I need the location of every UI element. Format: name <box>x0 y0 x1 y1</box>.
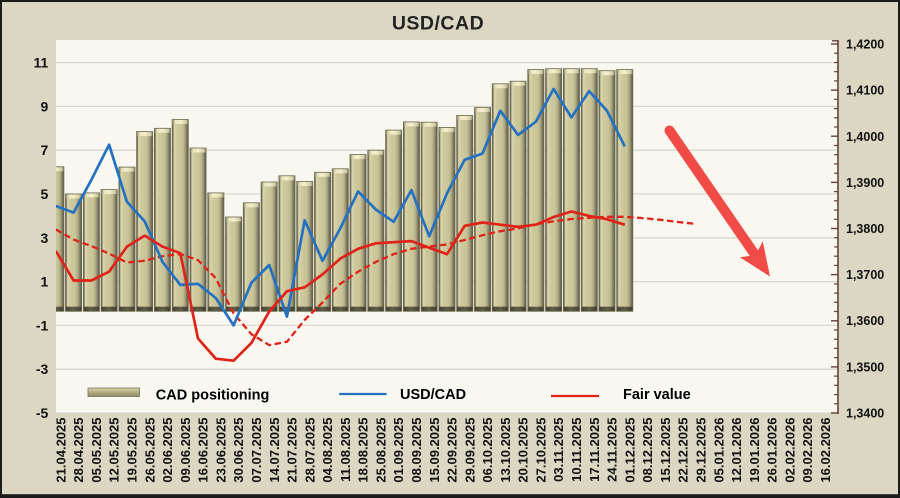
svg-text:1,4100: 1,4100 <box>846 84 884 98</box>
svg-text:11.08.2025: 11.08.2025 <box>338 418 353 482</box>
svg-text:05.01.2026: 05.01.2026 <box>711 418 726 483</box>
svg-text:05.05.2025: 05.05.2025 <box>89 418 104 483</box>
svg-text:18.08.2025: 18.08.2025 <box>356 418 371 483</box>
svg-text:21.07.2025: 21.07.2025 <box>285 418 300 483</box>
svg-text:02.02.2026: 02.02.2026 <box>782 418 797 483</box>
svg-text:USD/CAD: USD/CAD <box>392 13 484 35</box>
svg-text:7: 7 <box>41 142 49 158</box>
svg-text:1,3700: 1,3700 <box>846 268 884 282</box>
svg-text:22.12.2025: 22.12.2025 <box>676 418 691 483</box>
svg-text:08.12.2025: 08.12.2025 <box>640 418 655 483</box>
svg-text:07.07.2025: 07.07.2025 <box>249 418 264 483</box>
svg-text:28.04.2025: 28.04.2025 <box>71 418 86 483</box>
svg-text:-5: -5 <box>36 405 49 421</box>
svg-text:08.09.2025: 08.09.2025 <box>409 418 424 483</box>
svg-text:17.11.2025: 17.11.2025 <box>587 418 602 482</box>
svg-text:CAD positioning: CAD positioning <box>156 388 270 404</box>
svg-text:1,3500: 1,3500 <box>846 360 884 374</box>
svg-text:1,3600: 1,3600 <box>846 314 884 328</box>
svg-text:03.11.2025: 03.11.2025 <box>551 418 566 482</box>
svg-text:28.07.2025: 28.07.2025 <box>302 418 317 483</box>
svg-text:30.06.2025: 30.06.2025 <box>231 418 246 483</box>
svg-text:Fair value: Fair value <box>623 387 691 403</box>
svg-text:15.09.2025: 15.09.2025 <box>427 418 442 483</box>
svg-text:21.04.2025: 21.04.2025 <box>53 418 68 483</box>
svg-text:10.11.2025: 10.11.2025 <box>569 418 584 482</box>
svg-text:16.02.2026: 16.02.2026 <box>818 418 833 483</box>
svg-text:29.12.2025: 29.12.2025 <box>694 418 709 483</box>
svg-text:16.06.2025: 16.06.2025 <box>196 418 211 483</box>
svg-text:-1: -1 <box>36 317 49 333</box>
svg-text:26.01.2026: 26.01.2026 <box>765 418 780 483</box>
svg-text:24.11.2025: 24.11.2025 <box>605 418 620 482</box>
svg-text:1,3900: 1,3900 <box>846 176 884 190</box>
svg-text:11: 11 <box>33 55 48 71</box>
svg-text:20.10.2025: 20.10.2025 <box>516 418 531 483</box>
svg-text:01.09.2025: 01.09.2025 <box>391 418 406 483</box>
svg-text:25.08.2025: 25.08.2025 <box>373 418 388 483</box>
svg-text:3: 3 <box>41 230 49 246</box>
svg-text:19.01.2026: 19.01.2026 <box>747 418 762 483</box>
svg-text:29.09.2025: 29.09.2025 <box>462 418 477 483</box>
svg-text:09.02.2026: 09.02.2026 <box>800 418 815 483</box>
svg-text:06.10.2025: 06.10.2025 <box>480 418 495 483</box>
svg-text:26.05.2025: 26.05.2025 <box>142 418 157 483</box>
svg-text:1,3800: 1,3800 <box>846 222 884 236</box>
svg-text:1,4200: 1,4200 <box>846 38 884 52</box>
svg-text:1,4000: 1,4000 <box>846 130 884 144</box>
svg-text:15.12.2025: 15.12.2025 <box>658 418 673 483</box>
svg-text:23.06.2025: 23.06.2025 <box>213 418 228 483</box>
svg-text:1,3400: 1,3400 <box>846 407 884 421</box>
svg-text:12.01.2026: 12.01.2026 <box>729 418 744 483</box>
svg-text:5: 5 <box>41 186 49 202</box>
svg-text:13.10.2025: 13.10.2025 <box>498 418 513 483</box>
svg-text:01.12.2025: 01.12.2025 <box>622 418 637 483</box>
svg-text:09.06.2025: 09.06.2025 <box>178 418 193 483</box>
svg-text:27.10.2025: 27.10.2025 <box>534 418 549 483</box>
svg-text:14.07.2025: 14.07.2025 <box>267 418 282 483</box>
svg-text:-3: -3 <box>36 361 49 377</box>
svg-text:22.09.2025: 22.09.2025 <box>445 418 460 483</box>
svg-text:04.08.2025: 04.08.2025 <box>320 418 335 483</box>
svg-text:12.05.2025: 12.05.2025 <box>107 418 122 483</box>
svg-text:9: 9 <box>41 98 49 114</box>
svg-text:02.06.2025: 02.06.2025 <box>160 418 175 483</box>
svg-text:19.05.2025: 19.05.2025 <box>125 418 140 483</box>
svg-text:USD/CAD: USD/CAD <box>400 387 466 403</box>
svg-text:1: 1 <box>41 274 49 290</box>
